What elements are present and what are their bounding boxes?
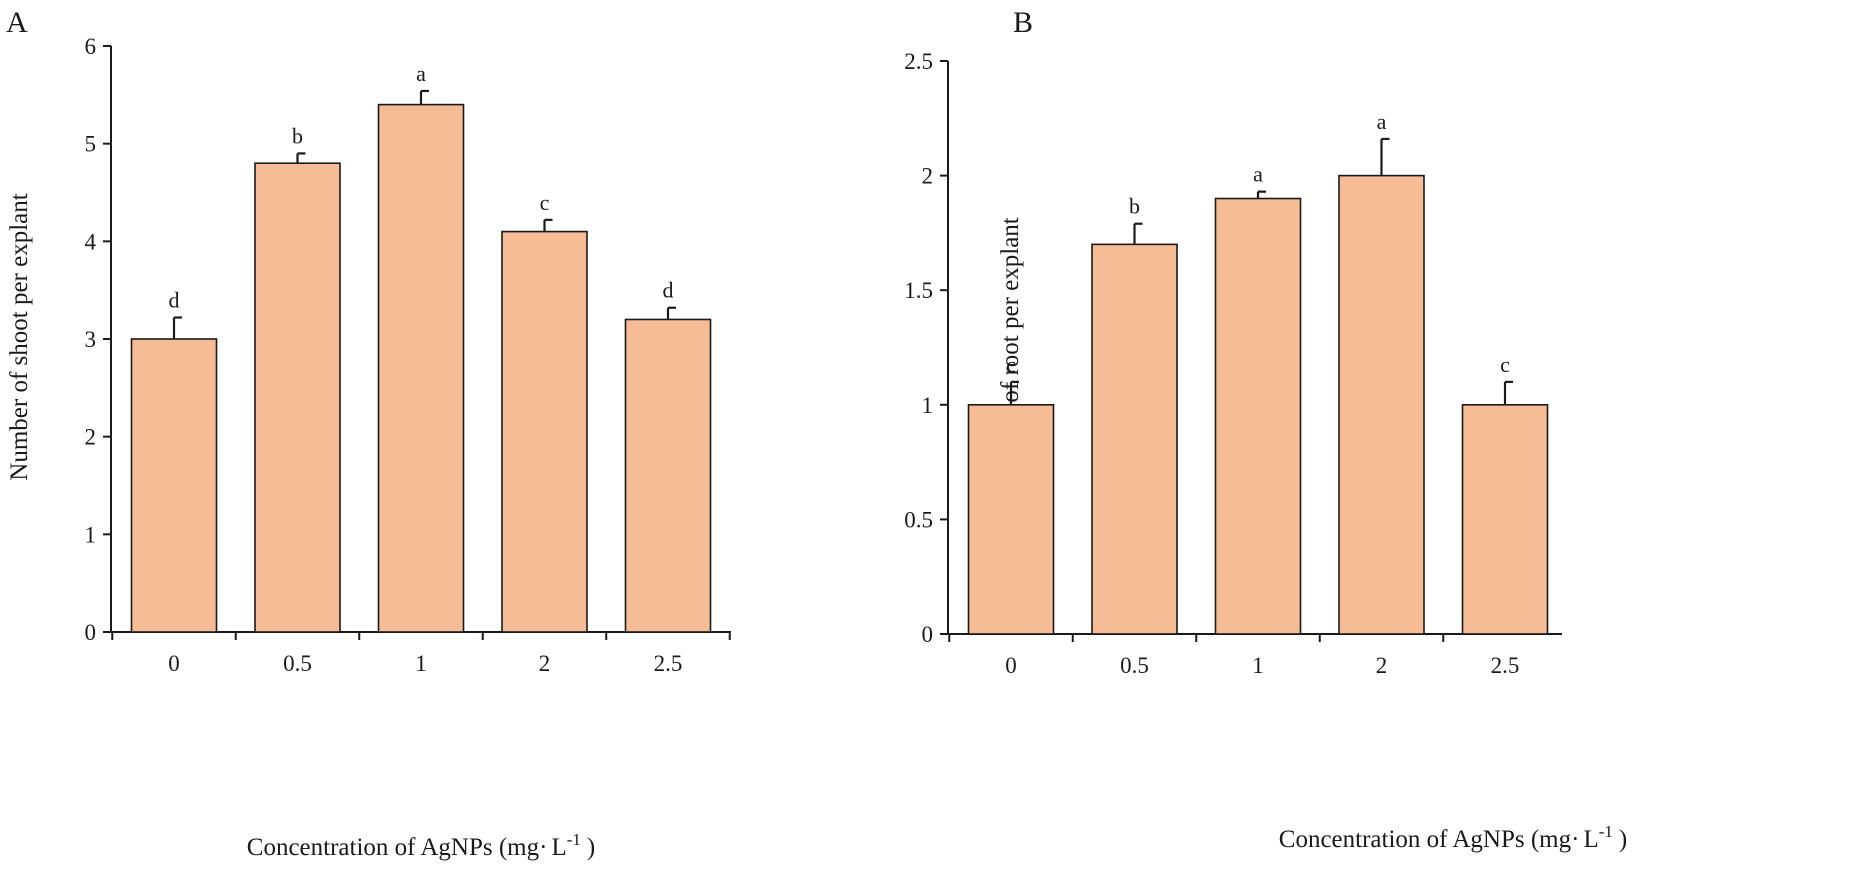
bar-a	[130, 338, 218, 633]
y-tick-label-a: 2	[85, 425, 97, 450]
y-tick-label-a: 5	[85, 132, 97, 157]
y-tick-label-a: 0	[85, 620, 97, 645]
x-tick-label-b: 0	[1005, 653, 1017, 678]
y-tick-label-b: 1	[922, 393, 934, 418]
panel-letter-a: A	[6, 6, 28, 39]
x-tick-label-a: 2.5	[654, 651, 683, 676]
x-axis-title-a: Concentration of AgNPs (mg· L-1)	[247, 830, 595, 861]
bar-a	[624, 318, 712, 633]
y-tick-label-a: 3	[85, 327, 97, 352]
plot-area-b: 0 0.5 1 1.5 2 2.5 c 0 b 0.5 a 1 a 2 c 2.5	[904, 49, 1562, 678]
y-tick-label-b: 2.5	[904, 49, 933, 74]
x-tick-label-b: 1	[1252, 653, 1264, 678]
bar-a	[501, 230, 588, 633]
y-tick-label-b: 0	[922, 622, 934, 647]
x-tick-label-a: 0.5	[283, 651, 312, 676]
significance-label-b: a	[1377, 109, 1387, 134]
y-tick-label-a: 1	[85, 522, 97, 547]
chart-panel-a: A Number of shoot per explant Concentrat…	[6, 6, 731, 861]
x-tick-label-b: 2	[1376, 653, 1388, 678]
x-tick-label-a: 1	[415, 651, 427, 676]
bar-a	[254, 162, 341, 633]
x-tick-label-b: 2.5	[1491, 653, 1520, 678]
plot-area-a: 0 1 2 3 4 5 6 d 0 b 0.5 a 1 c 2 d 2.5	[85, 34, 731, 676]
significance-label-a: d	[169, 288, 180, 313]
bar-b	[1338, 174, 1425, 635]
x-axis-title-b: Concentration of AgNPs (mg· L-1)	[1279, 822, 1627, 853]
significance-label-b: c	[1500, 352, 1510, 377]
significance-label-a: c	[540, 190, 550, 215]
significance-label-b: a	[1253, 162, 1263, 187]
y-tick-label-b: 2	[922, 164, 934, 189]
bar-b	[1091, 243, 1178, 635]
bar-a	[377, 103, 465, 633]
significance-label-a: b	[292, 123, 303, 148]
y-tick-label-b: 0.5	[904, 507, 933, 532]
significance-label-b: c	[1006, 352, 1016, 377]
x-tick-label-a: 2	[539, 651, 551, 676]
panel-letter-b: B	[1013, 6, 1033, 39]
x-tick-label-b: 0.5	[1120, 653, 1149, 678]
significance-label-a: d	[663, 278, 674, 303]
bar-b	[1214, 197, 1302, 635]
y-tick-label-a: 4	[85, 229, 97, 254]
chart-panel-b: B Number of root per explant Concentrati…	[904, 6, 1627, 853]
x-tick-label-a: 0	[168, 651, 180, 676]
significance-label-b: b	[1129, 194, 1140, 219]
y-tick-label-a: 6	[85, 34, 97, 59]
bar-b	[967, 403, 1055, 635]
y-tick-label-b: 1.5	[904, 278, 933, 303]
significance-label-a: a	[416, 61, 426, 86]
bar-b	[1461, 403, 1549, 635]
y-axis-title-a: Number of shoot per explant	[6, 193, 33, 480]
